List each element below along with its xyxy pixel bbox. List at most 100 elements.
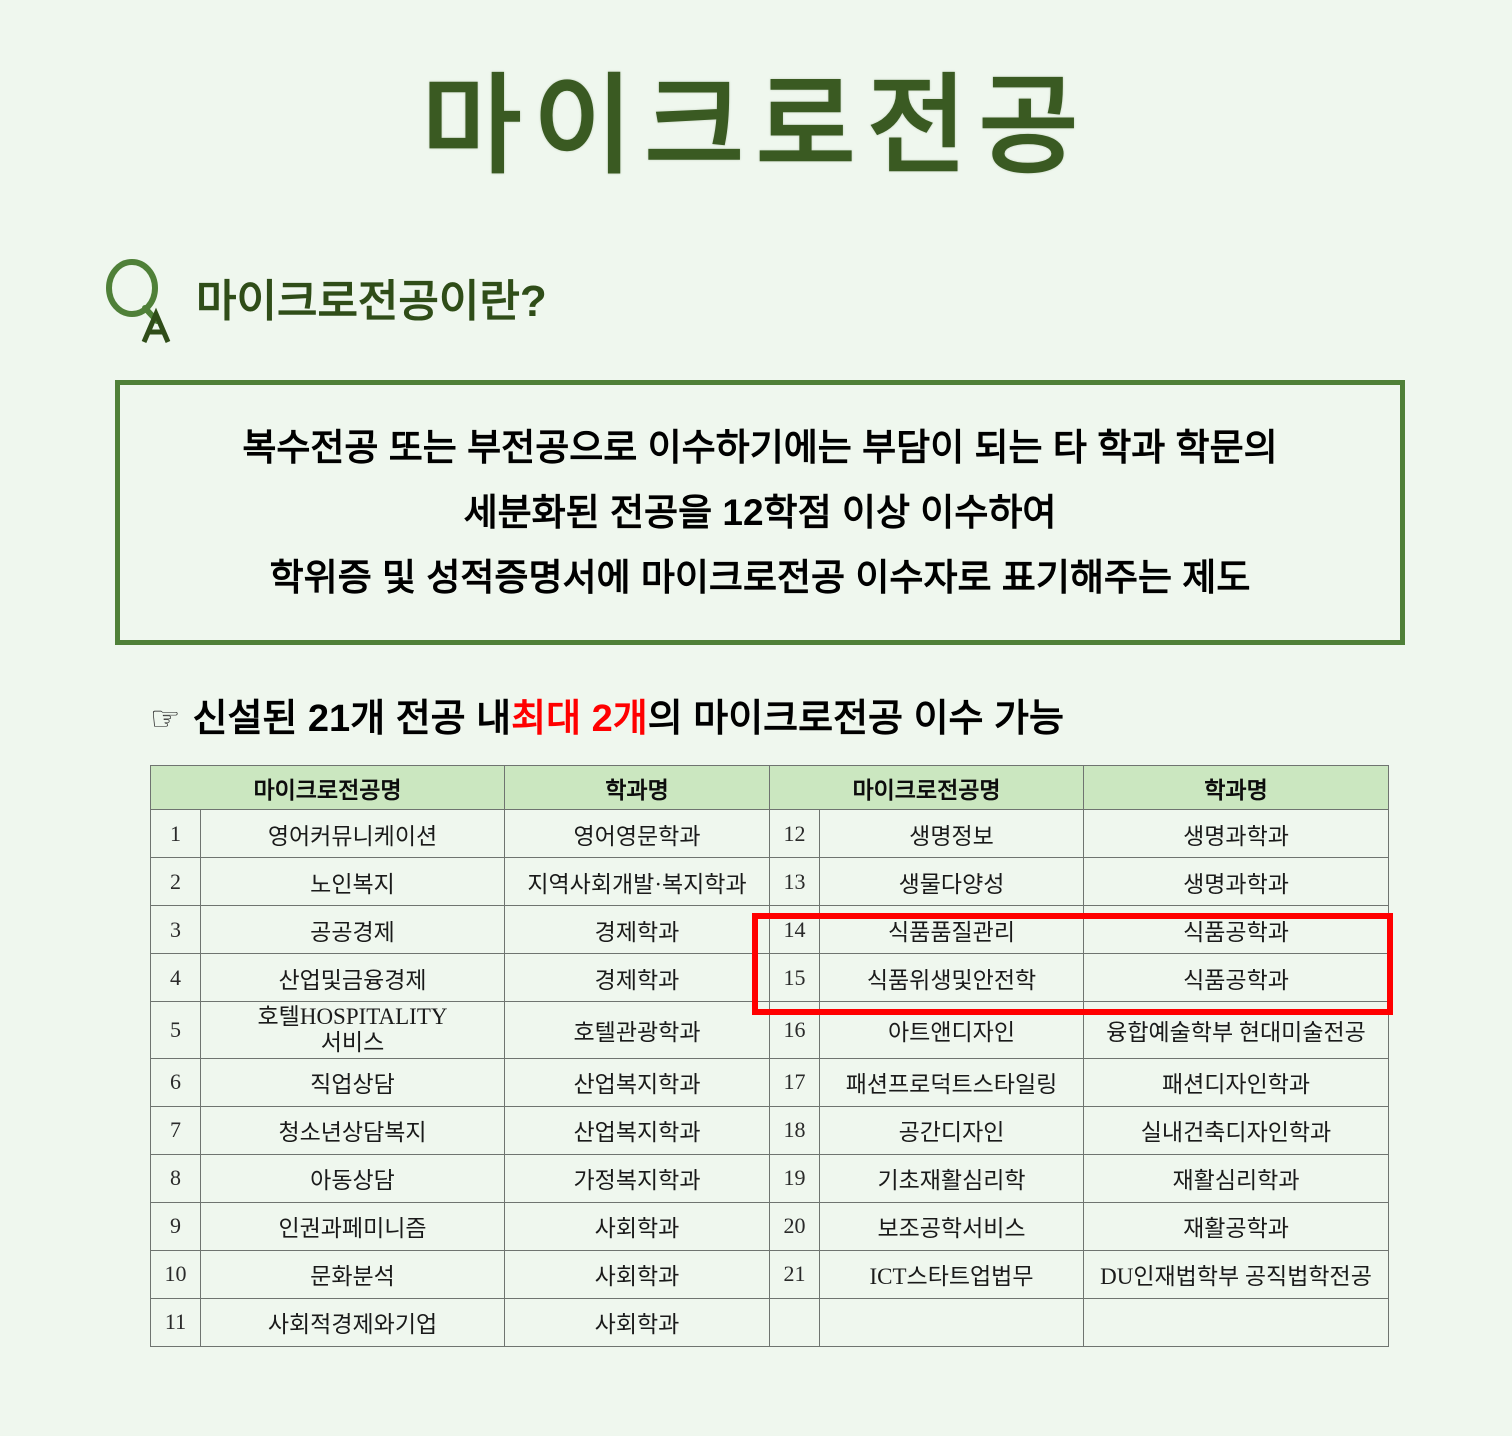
major-name-line2: 서비스 (320, 1029, 385, 1055)
department-name: 산업복지학과 (504, 1105, 770, 1155)
row-index: 3 (150, 905, 201, 954)
department-name: 실내건축디자인학과 (1083, 1105, 1389, 1155)
table-row: 3 공공경제 경제학과 14 식품품질관리 식품공학과 (150, 905, 1389, 954)
major-name: 영어커뮤니케이션 (200, 809, 505, 858)
major-name: 패션프로덕트스타일링 (819, 1057, 1084, 1107)
definition-line-1: 복수전공 또는 부전공으로 이수하기에는 부담이 되는 타 학과 학문의 (242, 427, 1278, 468)
department-name: 경제학과 (504, 905, 770, 954)
major-name: 사회적경제와기업 (200, 1297, 505, 1347)
section-heading-row: 마이크로전공이란? (100, 258, 1512, 344)
major-name: 노인복지 (200, 857, 505, 906)
department-name: 생명과학과 (1083, 857, 1389, 906)
row-index: 18 (769, 1105, 820, 1155)
department-name: 융합예술학부 현대미술전공 (1083, 1001, 1389, 1059)
major-name: 생명정보 (819, 809, 1084, 858)
department-name: DU인재법학부 공직법학전공 (1083, 1249, 1389, 1299)
row-index: 19 (769, 1153, 820, 1203)
column-header-major-right: 마이크로전공명 (769, 765, 1084, 810)
department-name: 지역사회개발·복지학과 (504, 857, 770, 906)
department-name: 사회학과 (504, 1297, 770, 1347)
department-name: 재활심리학과 (1083, 1153, 1389, 1203)
department-name: 사회학과 (504, 1249, 770, 1299)
row-index: 20 (769, 1201, 820, 1251)
note-line: ☞ 신설된 21개 전공 내 최대 2개 의 마이크로전공 이수 가능 (150, 700, 1064, 738)
row-index: 8 (150, 1153, 201, 1203)
row-index: 12 (769, 809, 820, 858)
major-name: 인권과페미니즘 (200, 1201, 505, 1251)
major-name: 식품위생및안전학 (819, 953, 1084, 1002)
row-index: 7 (150, 1105, 201, 1155)
majors-table: 마이크로전공명 학과명 마이크로전공명 학과명 1 영어커뮤니케이션 영어영문학… (150, 765, 1389, 1347)
row-index (769, 1297, 820, 1347)
major-name: 산업및금융경제 (200, 953, 505, 1002)
major-name: 식품품질관리 (819, 905, 1084, 954)
column-header-dept-right: 학과명 (1083, 765, 1389, 810)
note-suffix: 의 마이크로전공 이수 가능 (647, 698, 1064, 740)
row-index: 14 (769, 905, 820, 954)
department-name: 영어영문학과 (504, 809, 770, 858)
major-name: 아동상담 (200, 1153, 505, 1203)
row-index: 1 (150, 809, 201, 858)
major-name-line1: 호텔HOSPITALITY (257, 1004, 448, 1029)
table-row: 7 청소년상담복지 산업복지학과 18 공간디자인 실내건축디자인학과 (150, 1105, 1389, 1155)
table-row: 4 산업및금융경제 경제학과 15 식품위생및안전학 식품공학과 (150, 953, 1389, 1002)
definition-line-3: 학위증 및 성적증명서에 마이크로전공 이수자로 표기해주는 제도 (269, 557, 1251, 598)
major-name: 기초재활심리학 (819, 1153, 1084, 1203)
major-name: 호텔HOSPITALITY 서비스 (200, 1001, 505, 1059)
major-name: ICT스타트업법무 (819, 1249, 1084, 1299)
department-name: 식품공학과 (1083, 953, 1389, 1002)
major-name: 직업상담 (200, 1057, 505, 1107)
column-header-dept-left: 학과명 (504, 765, 770, 810)
major-name: 문화분석 (200, 1249, 505, 1299)
major-name (819, 1297, 1084, 1347)
row-index: 2 (150, 857, 201, 906)
major-name: 공간디자인 (819, 1105, 1084, 1155)
table-row: 9 인권과페미니즘 사회학과 20 보조공학서비스 재활공학과 (150, 1201, 1389, 1251)
definition-box: 복수전공 또는 부전공으로 이수하기에는 부담이 되는 타 학과 학문의 세분화… (115, 380, 1405, 645)
department-name: 재활공학과 (1083, 1201, 1389, 1251)
qa-magnifier-icon (100, 258, 182, 344)
department-name: 호텔관광학과 (504, 1001, 770, 1059)
department-name: 사회학과 (504, 1201, 770, 1251)
row-index: 9 (150, 1201, 201, 1251)
page-title: 마이크로전공 (421, 65, 1091, 186)
definition-line-2: 세분화된 전공을 12학점 이상 이수하여 (463, 492, 1057, 533)
major-name: 보조공학서비스 (819, 1201, 1084, 1251)
row-index: 21 (769, 1249, 820, 1299)
section-heading-label: 마이크로전공이란? (196, 277, 547, 326)
table-row: 11 사회적경제와기업 사회학과 (150, 1297, 1389, 1347)
department-name (1083, 1297, 1389, 1347)
major-name: 아트앤디자인 (819, 1001, 1084, 1059)
department-name: 경제학과 (504, 953, 770, 1002)
row-index: 6 (150, 1057, 201, 1107)
row-index: 5 (150, 1001, 201, 1059)
major-name: 생물다양성 (819, 857, 1084, 906)
department-name: 생명과학과 (1083, 809, 1389, 858)
row-index: 10 (150, 1249, 201, 1299)
note-prefix: 신설된 21개 전공 내 (192, 698, 512, 740)
table-header-row: 마이크로전공명 학과명 마이크로전공명 학과명 (150, 765, 1389, 810)
table-row: 1 영어커뮤니케이션 영어영문학과 12 생명정보 생명과학과 (150, 809, 1389, 858)
row-index: 11 (150, 1297, 201, 1347)
major-name: 청소년상담복지 (200, 1105, 505, 1155)
row-index: 15 (769, 953, 820, 1002)
note-emphasis: 최대 2개 (511, 698, 648, 740)
table-row: 10 문화분석 사회학과 21 ICT스타트업법무 DU인재법학부 공직법학전공 (150, 1249, 1389, 1299)
department-name: 산업복지학과 (504, 1057, 770, 1107)
row-index: 17 (769, 1057, 820, 1107)
row-index: 16 (769, 1001, 820, 1059)
row-index: 13 (769, 857, 820, 906)
row-index: 4 (150, 953, 201, 1002)
majors-table-body: 1 영어커뮤니케이션 영어영문학과 12 생명정보 생명과학과 2 노인복지 지… (150, 809, 1389, 1347)
major-name: 공공경제 (200, 905, 505, 954)
pointing-hand-icon: ☞ (150, 699, 181, 739)
table-row: 2 노인복지 지역사회개발·복지학과 13 생물다양성 생명과학과 (150, 857, 1389, 906)
column-header-major-left: 마이크로전공명 (150, 765, 505, 810)
table-row: 8 아동상담 가정복지학과 19 기초재활심리학 재활심리학과 (150, 1153, 1389, 1203)
table-row: 6 직업상담 산업복지학과 17 패션프로덕트스타일링 패션디자인학과 (150, 1057, 1389, 1107)
majors-table-wrap: 마이크로전공명 학과명 마이크로전공명 학과명 1 영어커뮤니케이션 영어영문학… (150, 765, 1389, 1347)
department-name: 패션디자인학과 (1083, 1057, 1389, 1107)
department-name: 가정복지학과 (504, 1153, 770, 1203)
table-row: 5 호텔HOSPITALITY 서비스 호텔관광학과 16 아트앤디자인 융합예… (150, 1001, 1389, 1059)
department-name: 식품공학과 (1083, 905, 1389, 954)
